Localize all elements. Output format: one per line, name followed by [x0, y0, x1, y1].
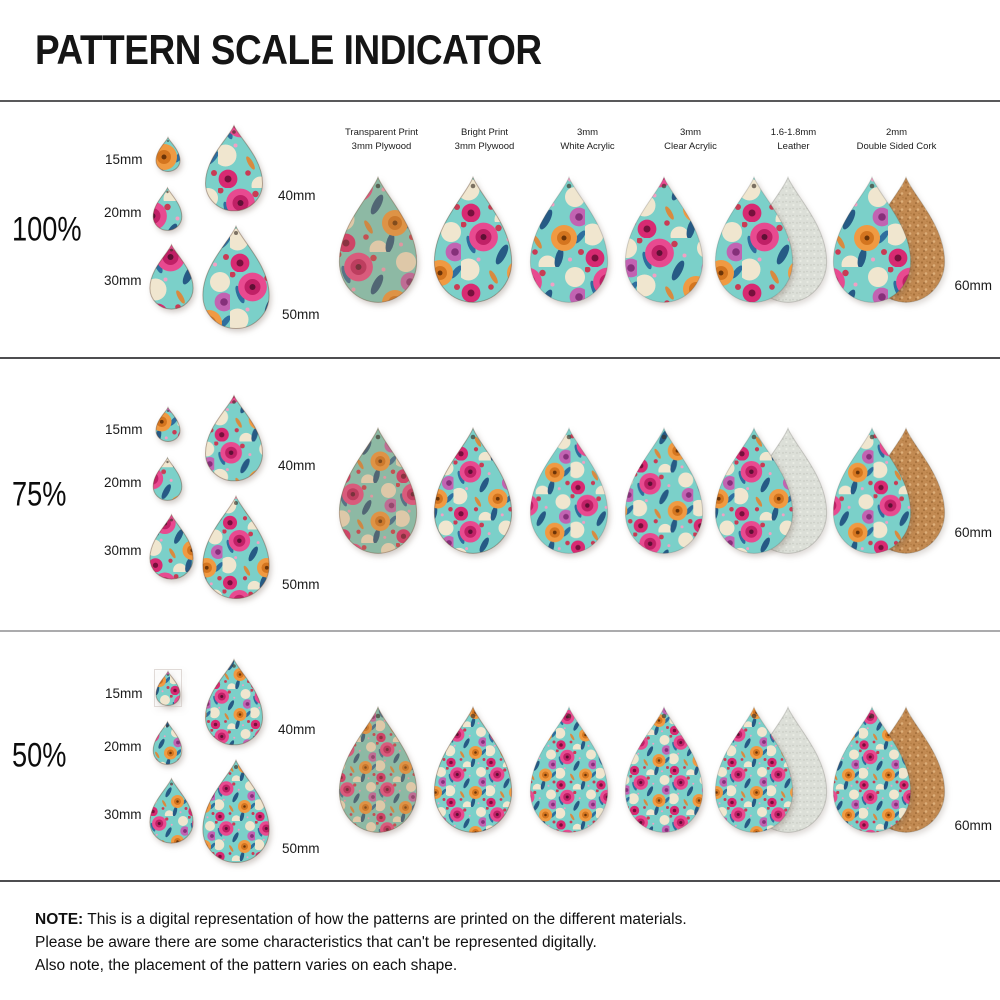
- scale-percentage-label: 100%: [12, 210, 82, 248]
- teardrop-20mm: [152, 187, 183, 231]
- size-label-40mm: 40mm: [278, 188, 316, 203]
- size-label-30mm: 30mm: [104, 807, 142, 822]
- material-drops-row: [330, 702, 948, 834]
- teardrop-40mm: [205, 395, 263, 482]
- size-label-20mm: 20mm: [104, 739, 142, 754]
- teardrop-white-acrylic: [529, 427, 608, 554]
- teardrop-50mm: [202, 759, 270, 863]
- teardrop-white-acrylic: [529, 176, 608, 303]
- teardrop-clear-acrylic: [625, 427, 704, 554]
- teardrop-transparent-plywood: [338, 427, 417, 554]
- small-sizes-group: 15mm 20mm 30mm 40mm 50mm: [95, 636, 333, 870]
- scale-percentage-label: 50%: [12, 736, 67, 775]
- size-label-15mm: 15mm: [105, 686, 143, 701]
- teardrop-cork-front: [832, 706, 912, 833]
- material-drops-row: [330, 172, 948, 304]
- teardrop-bright-plywood: [434, 176, 513, 303]
- material-label-clear-acrylic: 3mm Clear Acrylic: [664, 127, 717, 152]
- teardrop-30mm: [149, 244, 194, 310]
- teardrop-20mm: [152, 721, 183, 765]
- material-label-white-acrylic: 3mm White Acrylic: [560, 127, 615, 152]
- teardrop-white-acrylic: [529, 706, 608, 833]
- materials-group: 60mm: [330, 632, 1000, 880]
- small-sizes-group: 15mm 20mm 30mm 40mm 50mm: [95, 372, 333, 606]
- teardrop-50mm: [202, 225, 270, 329]
- materials-group: 60mm: [330, 359, 1000, 630]
- material-label-bright-plywood: Bright Print 3mm Plywood: [454, 127, 515, 152]
- teardrop-transparent-plywood: [338, 706, 417, 833]
- scale-percentage-label: 75%: [12, 475, 67, 513]
- material-drops-row: [330, 423, 948, 555]
- size-label-20mm: 20mm: [104, 205, 142, 220]
- teardrop-bright-plywood: [434, 427, 513, 554]
- size-label-60mm: 60mm: [954, 525, 992, 540]
- teardrop-leather-front: [714, 706, 794, 833]
- scale-section-75: 75% 15mm 20mm 30mm 40mm 50mm 60mm: [0, 357, 1000, 630]
- note-line-1: NOTE: This is a digital representation o…: [35, 911, 687, 928]
- material-label-transparent-plywood: Transparent Print 3mm Plywood: [344, 127, 419, 152]
- teardrop-40mm: [205, 125, 263, 212]
- size-label-20mm: 20mm: [104, 475, 142, 490]
- note-line-2: Please be aware there are some character…: [35, 934, 597, 951]
- teardrop-15mm: [155, 136, 181, 172]
- small-sizes-group: 15mm 20mm 30mm 40mm 50mm: [95, 102, 333, 336]
- note-label: NOTE:: [35, 911, 84, 928]
- teardrop-15mm: [155, 670, 181, 706]
- teardrop-15mm: [155, 406, 181, 442]
- scale-section-50: 50% 15mm 20mm 30mm 40mm 50mm 60mm: [0, 630, 1000, 880]
- size-label-40mm: 40mm: [278, 722, 316, 737]
- teardrop-transparent-plywood: [338, 176, 417, 303]
- size-label-30mm: 30mm: [104, 543, 142, 558]
- teardrop-leather-front: [714, 176, 794, 303]
- teardrop-30mm: [149, 514, 194, 580]
- teardrop-50mm: [202, 495, 270, 599]
- size-label-60mm: 60mm: [954, 278, 992, 293]
- teardrop-cork-front: [832, 176, 912, 303]
- size-label-50mm: 50mm: [282, 841, 320, 856]
- teardrop-20mm: [152, 457, 183, 501]
- note-section: NOTE: This is a digital representation o…: [0, 880, 1000, 1000]
- size-label-15mm: 15mm: [105, 422, 143, 437]
- material-labels-row: Transparent Print 3mm Plywood Bright Prin…: [330, 126, 948, 154]
- size-label-40mm: 40mm: [278, 458, 316, 473]
- note-line-3: Also note, the placement of the pattern …: [35, 957, 458, 974]
- teardrop-30mm: [149, 778, 194, 844]
- teardrop-bright-plywood: [434, 706, 513, 833]
- teardrop-clear-acrylic: [625, 706, 704, 833]
- page-title: PATTERN SCALE INDICATOR: [35, 26, 542, 73]
- size-label-30mm: 30mm: [104, 273, 142, 288]
- teardrop-40mm: [205, 659, 263, 746]
- teardrop-clear-acrylic: [625, 176, 704, 303]
- material-label-cork: 2mm Double Sided Cork: [856, 127, 937, 152]
- teardrop-leather-front: [714, 427, 794, 554]
- header: PATTERN SCALE INDICATOR: [0, 0, 1000, 100]
- size-label-60mm: 60mm: [954, 818, 992, 833]
- material-label-leather: 1.6-1.8mm Leather: [770, 127, 817, 152]
- scale-section-100: 100% 15mm 20mm 30mm 40mm 50mm Transparen…: [0, 100, 1000, 357]
- materials-group: Transparent Print 3mm Plywood Bright Prin…: [330, 102, 1000, 357]
- teardrop-cork-front: [832, 427, 912, 554]
- size-label-15mm: 15mm: [105, 152, 143, 167]
- size-label-50mm: 50mm: [282, 577, 320, 592]
- size-label-50mm: 50mm: [282, 307, 320, 322]
